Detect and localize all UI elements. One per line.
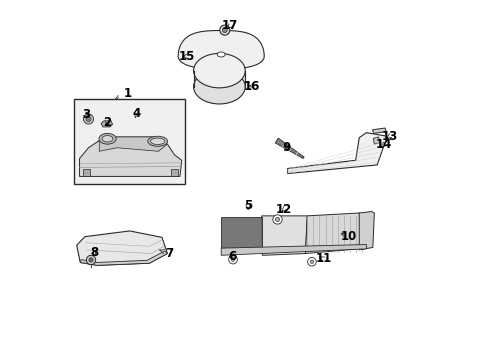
Polygon shape <box>372 128 386 134</box>
Circle shape <box>86 117 91 122</box>
Polygon shape <box>77 231 167 265</box>
Text: 8: 8 <box>90 246 99 259</box>
Ellipse shape <box>193 53 244 88</box>
Polygon shape <box>261 216 306 255</box>
Ellipse shape <box>102 135 113 142</box>
Bar <box>221 217 262 248</box>
Text: 2: 2 <box>103 116 111 129</box>
Circle shape <box>309 260 313 264</box>
Text: 3: 3 <box>82 108 90 121</box>
Polygon shape <box>101 121 112 127</box>
Text: 13: 13 <box>381 130 397 143</box>
Polygon shape <box>221 244 366 255</box>
Circle shape <box>307 257 316 266</box>
Ellipse shape <box>150 138 164 144</box>
Text: 16: 16 <box>243 80 259 93</box>
Text: 14: 14 <box>375 138 391 151</box>
Circle shape <box>222 28 227 33</box>
Polygon shape <box>80 251 167 265</box>
Bar <box>83 168 90 176</box>
Text: 1: 1 <box>115 87 132 100</box>
Bar <box>171 168 178 176</box>
Circle shape <box>219 25 229 35</box>
Circle shape <box>272 215 282 224</box>
Circle shape <box>83 114 93 124</box>
Polygon shape <box>275 138 304 158</box>
Text: 4: 4 <box>132 107 140 120</box>
Text: 12: 12 <box>275 203 291 216</box>
Text: 11: 11 <box>315 252 331 265</box>
Circle shape <box>86 255 96 265</box>
Polygon shape <box>305 213 371 253</box>
Text: 10: 10 <box>340 230 356 243</box>
Text: 7: 7 <box>160 247 173 260</box>
Circle shape <box>89 258 93 262</box>
Polygon shape <box>80 137 182 176</box>
Circle shape <box>275 217 279 222</box>
Text: 5: 5 <box>244 199 252 212</box>
Text: 17: 17 <box>222 19 238 32</box>
Polygon shape <box>359 212 373 250</box>
Bar <box>74 99 185 184</box>
Ellipse shape <box>99 134 116 144</box>
Ellipse shape <box>147 136 167 146</box>
Circle shape <box>228 255 237 264</box>
Ellipse shape <box>193 69 244 104</box>
Text: 6: 6 <box>227 249 236 262</box>
Polygon shape <box>178 31 264 69</box>
Polygon shape <box>372 137 379 144</box>
Text: 15: 15 <box>179 50 195 63</box>
Circle shape <box>231 258 234 261</box>
Text: 9: 9 <box>282 140 290 153</box>
Ellipse shape <box>217 52 224 57</box>
Polygon shape <box>99 137 167 151</box>
Polygon shape <box>287 133 386 174</box>
